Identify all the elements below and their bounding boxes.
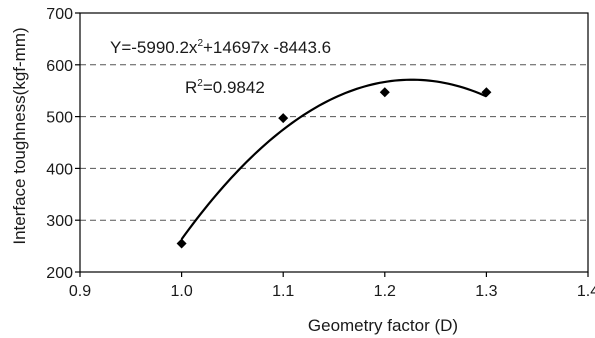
y-tick-label: 200 <box>46 265 73 282</box>
y-axis-title: Interface toughness(kgf-mm) <box>10 27 29 244</box>
x-tick-label: 0.9 <box>69 283 91 300</box>
x-tick-label: 1.1 <box>272 283 294 300</box>
data-point <box>176 238 187 249</box>
plot-area-frame <box>79 12 589 273</box>
y-tick-label: 600 <box>46 58 73 75</box>
r-squared-annotation: R2=0.9842 <box>185 78 265 97</box>
x-tick-label: 1.2 <box>374 283 396 300</box>
data-point <box>481 87 492 98</box>
equation-annotation: Y=-5990.2x2+14697x -8443.6 <box>110 38 331 57</box>
x-tick-label: 1.0 <box>170 283 192 300</box>
x-axis-ticks: 0.9 1.0 1.1 1.2 1.3 1.4 <box>69 272 595 300</box>
y-axis-ticks: 200 300 400 500 600 700 <box>46 6 80 282</box>
x-tick-label: 1.4 <box>577 283 595 300</box>
y-tick-label: 500 <box>46 110 73 127</box>
gridlines <box>80 64 588 221</box>
y-tick-label: 400 <box>46 161 73 178</box>
x-axis-title: Geometry factor (D) <box>308 316 458 335</box>
data-points <box>176 87 492 249</box>
x-tick-label: 1.3 <box>475 283 497 300</box>
y-tick-label: 700 <box>46 6 73 23</box>
data-point <box>278 113 289 124</box>
data-point <box>379 87 390 98</box>
y-tick-label: 300 <box>46 213 73 230</box>
trendline <box>180 78 487 240</box>
